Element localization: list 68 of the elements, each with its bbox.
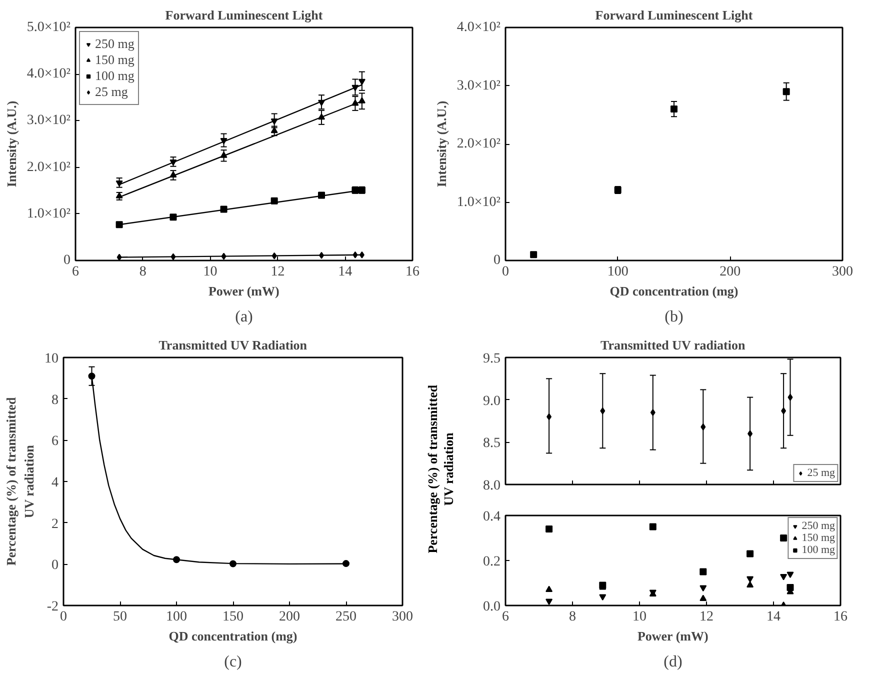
y-tick-label: 0 [64, 253, 70, 268]
chart-title: Transmitted UV Radiation [158, 338, 308, 352]
y-tick-label: 8.0 [483, 478, 500, 494]
x-axis-title: Power (mW) [208, 284, 280, 298]
text: (d) [664, 654, 682, 670]
y-tick-label: 9.5 [483, 352, 500, 366]
y-tick-label: 4 [52, 476, 58, 490]
y-tick-label: 1.0×10² [456, 194, 500, 210]
x-tick-label: 14 [766, 610, 780, 624]
chart-title: Forward Luminescent Light [165, 8, 324, 22]
y-tick-label: 4.0×10² [26, 66, 70, 82]
legend-label: 25 mg [807, 467, 835, 479]
y-tick-label: 3.0×10² [26, 113, 70, 128]
y-tick-label: 8 [52, 392, 58, 408]
x-tick-label: 250 [336, 610, 356, 624]
y-tick-label: 2.0×10² [26, 160, 70, 175]
legend-label: 250 mg [95, 36, 134, 52]
x-axis-title: Power (mW) [637, 628, 708, 644]
x-tick-label: 8 [569, 610, 576, 624]
legend-label: 25 mg [95, 84, 128, 100]
x-axis-title: QD concentration (mg) [610, 284, 738, 298]
legend-label: 150 mg [95, 52, 134, 68]
y-axis-title: Intensity (A.U.) [434, 100, 449, 188]
x-tick-label: 50 [113, 610, 127, 624]
y-axis-title: Percentage (%) of transmitted UV radiation [425, 384, 456, 554]
x-tick-label: 100 [607, 264, 628, 280]
legend-label: 100 mg [95, 68, 134, 84]
x-tick-label: 10 [203, 264, 218, 280]
y-tick-label: 6 [52, 434, 58, 450]
y-tick-label: 0.4 [483, 510, 500, 524]
x-tick-label: 16 [834, 610, 848, 624]
y-tick-label: 9.0 [483, 394, 500, 409]
x-tick-label: 8 [139, 264, 146, 280]
chart-title: Transmitted UV radiation [600, 338, 746, 352]
y-tick-label: 0 [52, 558, 58, 574]
x-tick-label: 10 [632, 610, 646, 624]
y-tick-label: 2.0×10² [456, 136, 500, 152]
y-tick-label: 4.0×10² [456, 20, 500, 35]
y-tick-label: 8.5 [483, 436, 500, 452]
y-tick-label: 3.0×10² [456, 78, 500, 94]
text: (c) [224, 654, 242, 670]
y-tick-label: -2 [46, 600, 59, 614]
x-tick-label: 12 [270, 264, 285, 280]
y-tick-label: 0.2 [483, 554, 500, 570]
x-tick-label: 16 [406, 264, 420, 280]
text: (a) [235, 308, 253, 326]
y-axis-title: Intensity (A.U.) [4, 100, 19, 188]
x-tick-label: 300 [832, 264, 853, 280]
text: (b) [664, 308, 684, 326]
y-tick-label: 10 [44, 352, 58, 366]
legend-label: 100 mg [802, 544, 835, 556]
x-tick-label: 200 [279, 610, 300, 624]
x-tick-label: 100 [166, 610, 187, 624]
chart-title: Forward Luminescent Light [595, 8, 754, 22]
legend-label: 150 mg [802, 532, 835, 544]
y-tick-label: 0 [494, 253, 500, 268]
x-axis-title: QD concentration (mg) [168, 628, 298, 644]
x-tick-label: 200 [720, 264, 741, 280]
y-tick-label: 0.0 [483, 600, 500, 614]
y-tick-label: 1.0×10² [26, 206, 70, 222]
x-tick-label: 12 [700, 610, 714, 624]
x-tick-label: 14 [338, 264, 352, 280]
y-tick-label: 5.0×10² [26, 20, 70, 35]
legend-label: 250 mg [802, 520, 835, 532]
y-tick-label: 2 [52, 516, 58, 532]
y-axis-title: Percentage (%) of transmitted UV radiation [4, 396, 36, 566]
x-tick-label: 150 [222, 610, 244, 624]
x-tick-label: 300 [392, 610, 413, 624]
